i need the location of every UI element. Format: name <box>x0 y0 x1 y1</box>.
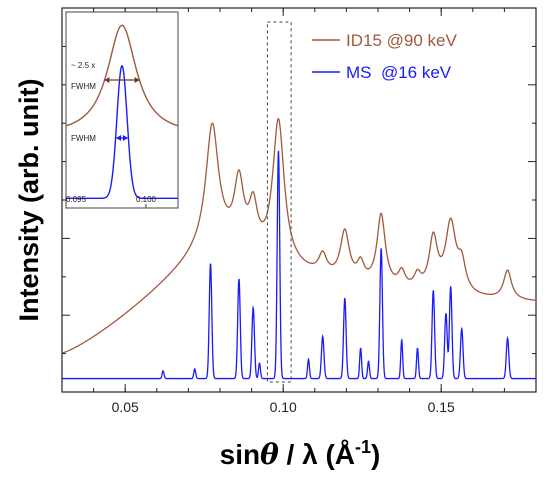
inset-curve-1 <box>66 64 178 200</box>
inset-annotation-fwhm-top: FWHM <box>71 82 96 91</box>
x-tick-label: 0.15 <box>428 399 455 415</box>
inset-x-tick-label: 0.100 <box>136 195 157 204</box>
inset-fwhm-arrow-broad-head-right <box>134 77 140 83</box>
x-axis-title: sinθ / λ (Å-1) <box>220 437 381 471</box>
legend-label-id15: ID15 @90 keV <box>346 31 457 50</box>
y-axis-title: Intensity (arb. unit) <box>14 79 44 322</box>
series-line-1 <box>62 150 536 380</box>
x-axis-title-sup: -1 <box>355 437 371 457</box>
inset-frame <box>65 11 179 209</box>
inset-annotation-fwhm-bottom: FWHM <box>71 134 96 143</box>
inset-curve-0 <box>65 24 179 127</box>
series-line-0 <box>61 118 537 354</box>
inset-series-layer: 0.095 0.100 <box>65 24 179 208</box>
inset-panel: 0.095 0.100 ~ 2.5 x FWHM FWHM <box>65 11 179 209</box>
inset-fwhm-arrow-broad-head-left <box>104 77 110 83</box>
x-axis-title-close: ) <box>371 439 380 470</box>
x-tick-label: 0.05 <box>112 399 139 415</box>
x-tick-label: 0.10 <box>270 399 297 415</box>
inset-fwhm-arrow-narrow-head-right <box>122 135 128 141</box>
tick-layer: 0.05 0.10 0.15 <box>61 8 537 415</box>
legend-label-ms: MS @16 keV <box>346 63 452 82</box>
x-axis-title-sep: / λ (Å <box>279 439 355 470</box>
x-axis-title-sin: sin <box>220 439 260 470</box>
inset-x-tick-label: 0.095 <box>66 195 87 204</box>
inset-fwhm-arrow-narrow-head-left <box>116 135 122 141</box>
x-axis-title-theta: θ <box>260 438 279 471</box>
inset-annotation-ratio: ~ 2.5 x <box>71 61 95 70</box>
series-layer <box>61 118 537 380</box>
legend: ID15 @90 keV MS @16 keV <box>312 31 457 82</box>
